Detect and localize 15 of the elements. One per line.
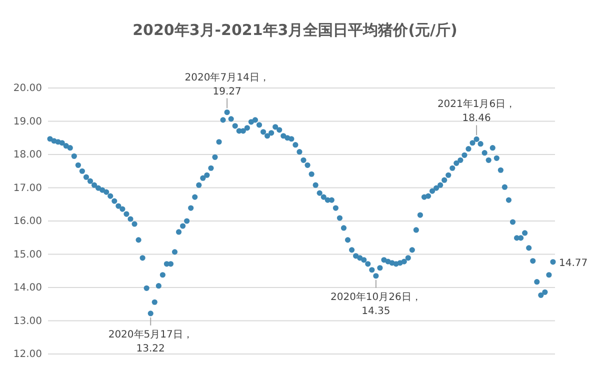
annotation: 2020年7月14日， 19.27 [184, 71, 270, 98]
y-tick-label: 18.00 [13, 150, 42, 161]
y-tick-label: 14.00 [13, 282, 42, 294]
y-tick-label: 20.00 [13, 83, 42, 94]
y-tick-label: 12.00 [13, 349, 42, 360]
y-tick-label: 17.00 [13, 182, 42, 194]
annotation: 2020年5月17日， 13.22 [108, 328, 193, 354]
text: 14.77 [558, 258, 588, 269]
y-tick-label: 19.00 [13, 116, 42, 128]
chart-title: 2020年3月-2021年3月全国日平均猪价(元/斤) [132, 21, 458, 39]
annotation: 2021年1月6日， 18.46 [437, 98, 516, 124]
y-tick-label: 15.00 [13, 249, 42, 260]
y-tick-label: 16.00 [13, 216, 42, 228]
annotation: 2020年10月26日， 14.35 [330, 290, 422, 317]
y-tick-label: 13.00 [13, 316, 42, 327]
